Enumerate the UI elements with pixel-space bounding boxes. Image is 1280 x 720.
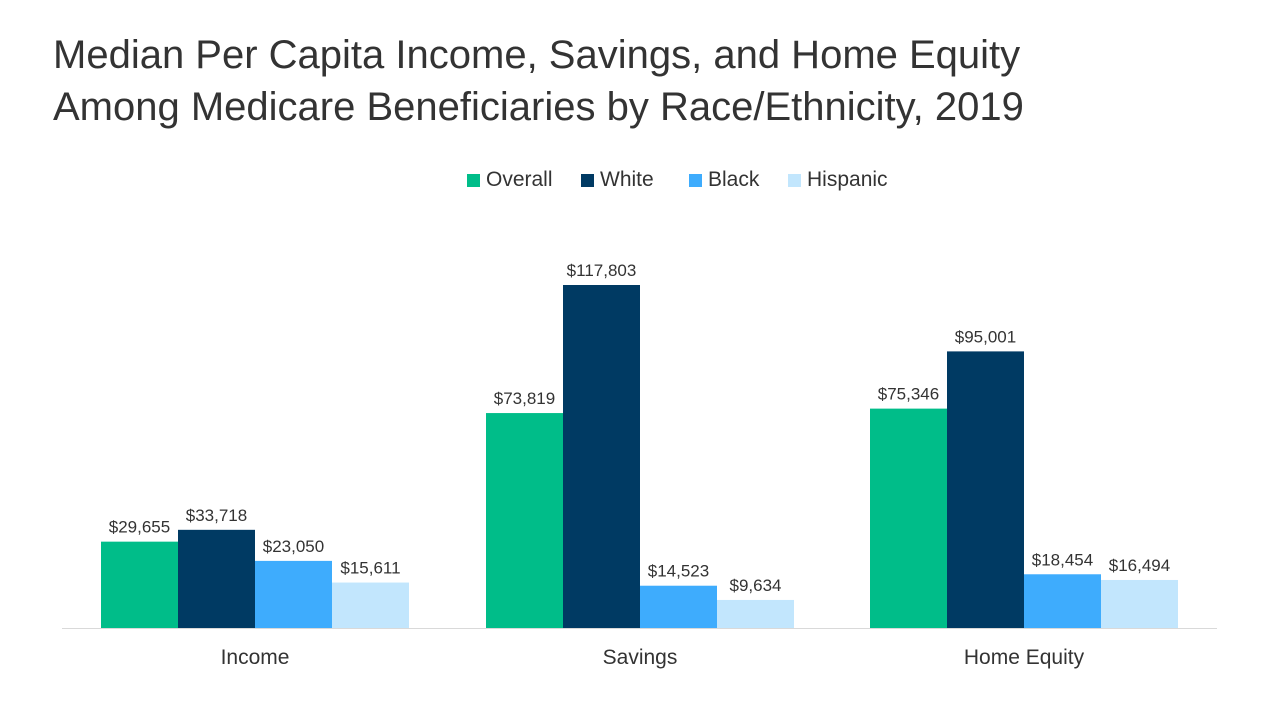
legend-item-white: White [581, 166, 654, 194]
bar-income-white [178, 529, 255, 628]
data-label-income-black: $23,050 [263, 537, 324, 556]
legend-swatch-black [689, 173, 702, 187]
bar-group-income: $29,655 $33,718 $23,050 $15,611 [101, 506, 409, 628]
legend-label-black: Black [708, 168, 760, 191]
data-label-savings-overall: $73,819 [494, 389, 555, 408]
x-tick-label-income: Income [221, 646, 290, 669]
data-label-home-equity-black: $18,454 [1032, 550, 1093, 569]
x-tick-label-home-equity: Home Equity [964, 646, 1085, 669]
bar-savings-black [640, 585, 717, 628]
legend-item-hispanic: Hispanic [788, 166, 888, 194]
bar-savings-hispanic [717, 599, 794, 628]
data-label-savings-hispanic: $9,634 [730, 576, 782, 595]
bar-income-hispanic [332, 582, 409, 628]
bar-savings-overall [486, 413, 563, 628]
bar-home-equity-black [1024, 574, 1101, 628]
data-label-savings-white: $117,803 [567, 261, 637, 280]
bar-home-equity-white [947, 351, 1024, 628]
data-label-savings-black: $14,523 [648, 562, 709, 581]
data-label-income-overall: $29,655 [109, 518, 170, 537]
bar-income-overall [101, 541, 178, 628]
legend-swatch-hispanic [788, 173, 801, 187]
legend-swatch-overall [467, 173, 480, 187]
chart-title: Median Per Capita Income, Savings, and H… [53, 29, 1233, 133]
bar-income-black [255, 560, 332, 628]
data-label-income-white: $33,718 [186, 506, 247, 525]
data-label-home-equity-overall: $75,346 [878, 385, 939, 404]
legend-label-white: White [600, 168, 654, 191]
legend-label-hispanic: Hispanic [807, 168, 888, 191]
bar-home-equity-hispanic [1101, 579, 1178, 628]
bar-savings-white [563, 285, 640, 628]
x-tick-label-savings: Savings [603, 646, 678, 669]
bar-home-equity-overall [870, 408, 947, 628]
legend-item-overall: Overall [467, 166, 553, 194]
legend-item-black: Black [689, 166, 759, 194]
bar-group-savings: $73,819 $117,803 $14,523 $9,634 [486, 261, 794, 628]
chart-title-line-2: Among Medicare Beneficiaries by Race/Eth… [53, 85, 1024, 129]
data-label-home-equity-white: $95,001 [955, 327, 1016, 346]
data-label-income-hispanic: $15,611 [340, 559, 400, 578]
data-label-home-equity-hispanic: $16,494 [1109, 556, 1170, 575]
bar-group-home-equity: $75,346 $95,001 $18,454 $16,494 [870, 327, 1178, 628]
legend-swatch-white [581, 173, 594, 187]
chart-legend: Overall White Black Hispanic [0, 166, 1280, 194]
legend-label-overall: Overall [486, 168, 553, 191]
chart-title-line-1: Median Per Capita Income, Savings, and H… [53, 33, 1021, 77]
